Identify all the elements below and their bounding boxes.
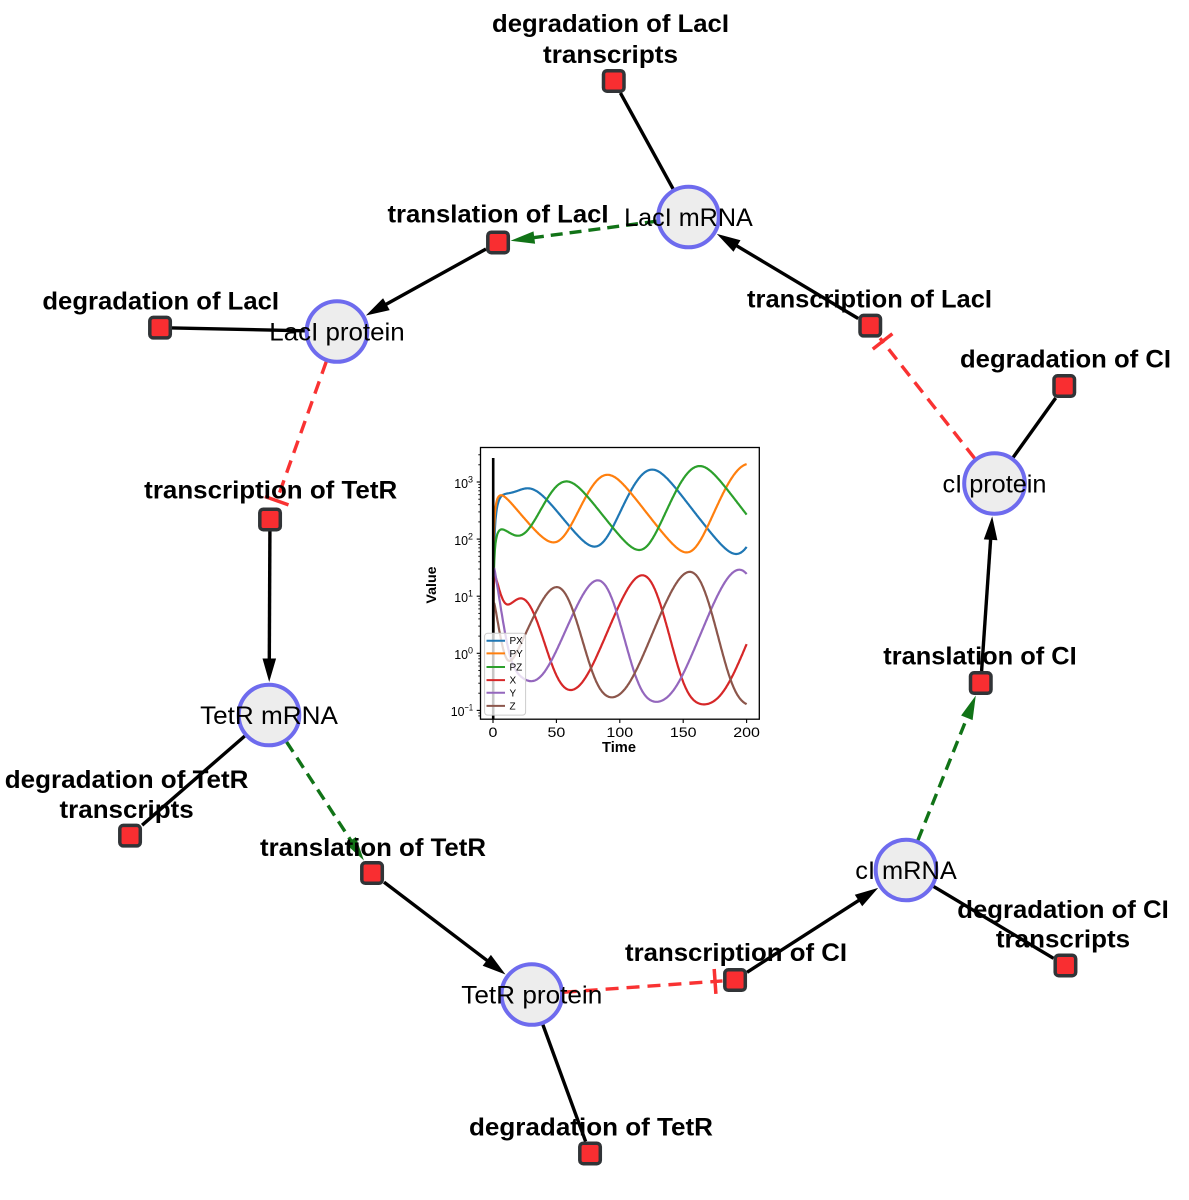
svg-text:transcripts: transcripts [60,796,194,824]
svg-text:translation of CI: translation of CI [883,643,1076,671]
svg-text:LacI mRNA: LacI mRNA [624,204,753,232]
svg-text:degradation of LacI: degradation of LacI [42,287,279,315]
svg-text:Time: Time [602,740,636,756]
svg-text:transcription of TetR: transcription of TetR [144,477,397,505]
svg-text:50: 50 [548,724,566,740]
svg-text:0: 0 [489,724,498,740]
svg-text:degradation of LacI: degradation of LacI [492,10,729,38]
svg-text:cI mRNA: cI mRNA [855,857,957,885]
svg-text:transcription of CI: transcription of CI [625,939,847,967]
svg-text:TetR protein: TetR protein [461,981,602,1009]
svg-text:150: 150 [670,724,697,740]
svg-text:101: 101 [454,589,473,606]
svg-text:PX: PX [510,636,524,647]
svg-text:cI protein: cI protein [943,470,1047,498]
svg-text:200: 200 [733,724,760,740]
svg-text:103: 103 [454,474,473,491]
svg-text:X: X [510,676,517,687]
svg-text:degradation of CI: degradation of CI [960,345,1171,373]
svg-text:Y: Y [510,688,517,699]
svg-text:TetR mRNA: TetR mRNA [200,702,338,730]
svg-text:100: 100 [606,724,633,740]
svg-text:transcription of LacI: transcription of LacI [747,286,992,314]
svg-text:translation of TetR: translation of TetR [260,834,486,862]
svg-text:100: 100 [454,646,473,663]
svg-text:Z: Z [510,701,516,712]
svg-text:LacI protein: LacI protein [269,318,404,346]
svg-text:10−1: 10−1 [451,703,473,720]
svg-text:transcripts: transcripts [996,926,1130,954]
svg-text:Value: Value [423,566,439,603]
svg-text:PZ: PZ [510,663,523,674]
svg-text:degradation of CI: degradation of CI [957,896,1169,924]
svg-text:transcripts: transcripts [543,41,678,69]
svg-text:102: 102 [454,531,473,548]
svg-text:PY: PY [510,649,524,660]
svg-text:degradation of TetR: degradation of TetR [5,766,249,794]
svg-text:degradation of TetR: degradation of TetR [469,1114,713,1142]
svg-text:translation of LacI: translation of LacI [388,200,609,228]
